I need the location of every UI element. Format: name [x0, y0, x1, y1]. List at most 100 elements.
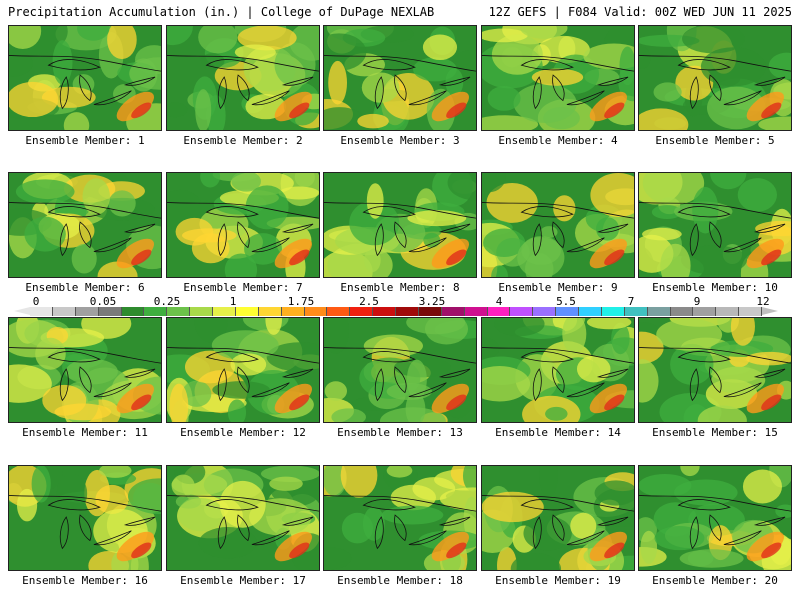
ensemble-member-label: Ensemble Member: 3 [340, 134, 460, 147]
colorbar-segment [327, 307, 351, 316]
colorbar-segment [464, 307, 488, 316]
ensemble-map-17 [166, 465, 320, 571]
precip-field [639, 173, 791, 277]
colorbar-tick-label: 0.25 [153, 295, 181, 308]
ensemble-map-11 [8, 317, 162, 423]
colorbar-segment [396, 307, 419, 316]
precip-field [482, 466, 634, 570]
colorbar-segment [510, 307, 534, 316]
colorbar-segment [98, 307, 122, 316]
ensemble-member-label: Ensemble Member: 15 [652, 426, 778, 439]
precip-field [9, 26, 161, 130]
colorbar-tick-label: 5.5 [556, 295, 576, 308]
colorbar-tick-label: 9 [693, 295, 701, 308]
ensemble-member-label: Ensemble Member: 20 [652, 574, 778, 587]
colorbar-strip [30, 307, 762, 316]
colorbar-segment [487, 307, 511, 316]
ensemble-map-18 [323, 465, 477, 571]
ensemble-member-label: Ensemble Member: 18 [337, 574, 463, 587]
colorbar-segment [418, 307, 442, 316]
colorbar-segment [624, 307, 648, 316]
precip-field [482, 26, 634, 130]
ensemble-member-label: Ensemble Member: 2 [183, 134, 303, 147]
ensemble-member-label: Ensemble Member: 6 [25, 281, 145, 294]
precip-field [9, 466, 161, 570]
precip-field [639, 318, 791, 422]
colorbar-segment [670, 307, 694, 316]
ensemble-map-5 [638, 25, 792, 131]
colorbar-segment [350, 307, 374, 316]
colorbar-segment [579, 307, 602, 316]
colorbar-tick-label: 0.05 [89, 295, 117, 308]
colorbar-segment [556, 307, 579, 316]
ensemble-map-16 [8, 465, 162, 571]
ensemble-member-label: Ensemble Member: 13 [337, 426, 463, 439]
colorbar-tick-label: 1.75 [287, 295, 315, 308]
precip-field [9, 173, 161, 277]
ensemble-map-12 [166, 317, 320, 423]
ensemble-member-label: Ensemble Member: 4 [498, 134, 618, 147]
colorbar-segment [533, 307, 557, 316]
ensemble-map-15 [638, 317, 792, 423]
precip-field [482, 173, 634, 277]
ensemble-member-label: Ensemble Member: 5 [655, 134, 775, 147]
colorbar-segment [213, 307, 236, 316]
ensemble-member-label: Ensemble Member: 12 [180, 426, 306, 439]
precip-field [324, 173, 476, 277]
colorbar-segment [739, 307, 762, 316]
colorbar-tick-label: 1 [229, 295, 237, 308]
colorbar-segment [167, 307, 191, 316]
precip-field [324, 466, 476, 570]
ensemble-member-label: Ensemble Member: 1 [25, 134, 145, 147]
colorbar-segment [190, 307, 213, 316]
colorbar-segment [281, 307, 305, 316]
ensemble-map-6 [8, 172, 162, 278]
ensemble-map-3 [323, 25, 477, 131]
colorbar-tick-label: 3.25 [418, 295, 446, 308]
colorbar-min-arrow [14, 307, 30, 315]
colorbar-segment [30, 307, 53, 316]
precip-field [482, 318, 634, 422]
ensemble-map-8 [323, 172, 477, 278]
precip-field [9, 318, 161, 422]
ensemble-map-13 [323, 317, 477, 423]
colorbar-segment [258, 307, 282, 316]
colorbar-segment [304, 307, 328, 316]
colorbar-tick-label: 0 [32, 295, 40, 308]
colorbar-segment [647, 307, 671, 316]
colorbar-max-arrow [762, 307, 778, 315]
precip-field [324, 318, 476, 422]
ensemble-member-label: Ensemble Member: 17 [180, 574, 306, 587]
colorbar-segment [52, 307, 76, 316]
ensemble-map-9 [481, 172, 635, 278]
colorbar-segment [144, 307, 168, 316]
ensemble-map-14 [481, 317, 635, 423]
precip-field [639, 466, 791, 570]
colorbar-segment [75, 307, 99, 316]
colorbar-segment [693, 307, 717, 316]
ensemble-member-label: Ensemble Member: 9 [498, 281, 618, 294]
precip-field [167, 318, 319, 422]
ensemble-member-label: Ensemble Member: 8 [340, 281, 460, 294]
colorbar-segment [373, 307, 396, 316]
ensemble-map-1 [8, 25, 162, 131]
ensemble-map-2 [166, 25, 320, 131]
colorbar-tick-label: 7 [627, 295, 635, 308]
precip-field [639, 26, 791, 130]
ensemble-member-label: Ensemble Member: 11 [22, 426, 148, 439]
ensemble-member-label: Ensemble Member: 14 [495, 426, 621, 439]
precip-field [167, 173, 319, 277]
ensemble-member-label: Ensemble Member: 7 [183, 281, 303, 294]
colorbar-segment [601, 307, 625, 316]
precip-field [167, 466, 319, 570]
ensemble-member-label: Ensemble Member: 10 [652, 281, 778, 294]
ensemble-map-10 [638, 172, 792, 278]
run-info: 12Z GEFS | F084 Valid: 00Z WED JUN 11 20… [488, 5, 792, 19]
colorbar-tick-label: 2.5 [359, 295, 379, 308]
precip-field [167, 26, 319, 130]
ensemble-map-4 [481, 25, 635, 131]
colorbar: 0 0.05 0.25 1 1.75 2.5 3.25 4 5.5 7 9 12 [0, 296, 800, 320]
colorbar-tick-label: 4 [495, 295, 503, 308]
ensemble-map-19 [481, 465, 635, 571]
page-title: Precipitation Accumulation (in.) | Colle… [8, 5, 435, 19]
